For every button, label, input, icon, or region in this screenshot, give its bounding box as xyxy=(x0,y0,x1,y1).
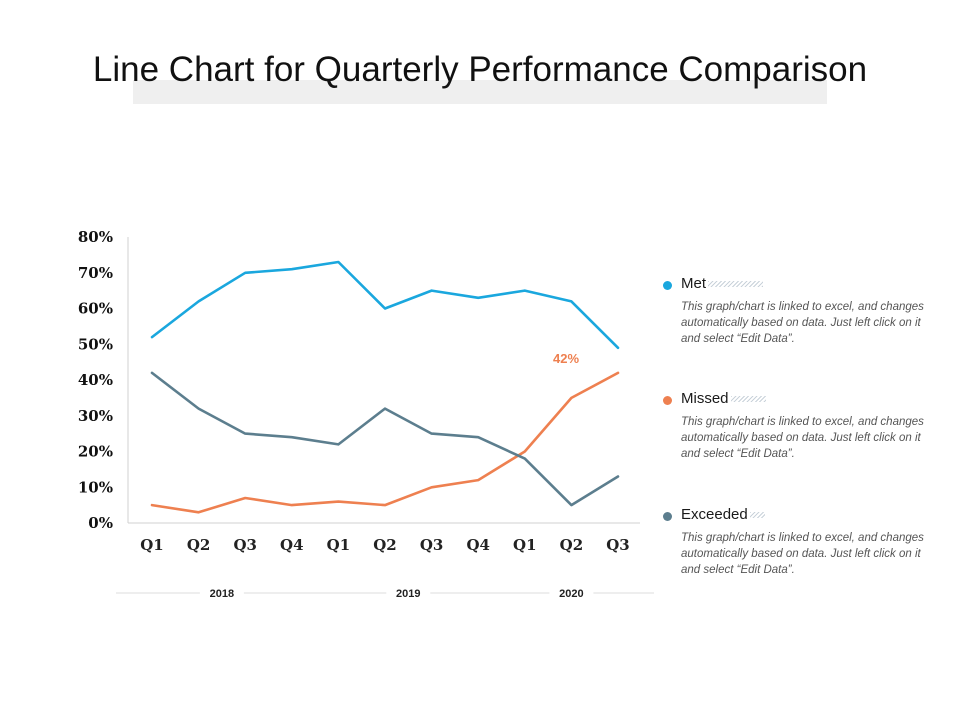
legend-label-missed: Missed xyxy=(681,390,766,407)
x-tick-label: Q2 xyxy=(560,536,584,554)
year-group-label: 2019 xyxy=(396,588,420,600)
x-tick-label: Q1 xyxy=(327,536,351,554)
legend-label-exceeded: Exceeded xyxy=(681,506,765,523)
y-tick-label: 20% xyxy=(78,443,113,461)
x-tick-label: Q4 xyxy=(280,536,304,554)
legend-description-missed: This graph/chart is linked to excel, and… xyxy=(681,416,924,460)
x-tick-label: Q3 xyxy=(233,536,257,554)
y-tick-label: 60% xyxy=(78,300,113,318)
legend-marker-met xyxy=(663,281,672,290)
legend-description-met: This graph/chart is linked to excel, and… xyxy=(681,301,924,345)
y-tick-label: 80% xyxy=(78,228,113,246)
legend-item-exceeded: Exceeded This graph/chart is linked to e… xyxy=(660,506,930,578)
y-tick-label: 40% xyxy=(78,371,113,389)
y-tick-label: 50% xyxy=(78,335,113,353)
x-tick-label: Q2 xyxy=(373,536,397,554)
legend-description-exceeded: This graph/chart is linked to excel, and… xyxy=(681,532,924,576)
year-group-label: 2020 xyxy=(559,588,583,600)
legend-label-met: Met xyxy=(681,275,764,292)
x-tick-label: Q3 xyxy=(420,536,444,554)
y-tick-label: 10% xyxy=(78,478,113,496)
y-tick-label: 0% xyxy=(88,514,113,532)
x-tick-label: Q4 xyxy=(466,536,490,554)
x-tick-label: Q1 xyxy=(513,536,537,554)
data-label-missed: 42% xyxy=(553,351,579,366)
page-title: Line Chart for Quarterly Performance Com… xyxy=(92,50,868,89)
legend-marker-exceeded xyxy=(663,512,672,521)
series-line-exceeded xyxy=(150,371,620,507)
series-line-missed xyxy=(150,371,620,514)
y-tick-label: 30% xyxy=(78,407,113,425)
legend-marker-missed xyxy=(663,396,672,405)
x-tick-label: Q2 xyxy=(187,536,211,554)
legend-item-missed: Missed This graph/chart is linked to exc… xyxy=(660,390,930,462)
x-tick-label: Q3 xyxy=(606,536,630,554)
series-line-met xyxy=(150,260,620,350)
y-tick-label: 70% xyxy=(78,264,113,282)
x-tick-label: Q1 xyxy=(140,536,164,554)
legend-item-met: Met This graph/chart is linked to excel,… xyxy=(660,275,930,347)
year-group-label: 2018 xyxy=(210,588,234,600)
title-highlight-band xyxy=(133,80,827,104)
